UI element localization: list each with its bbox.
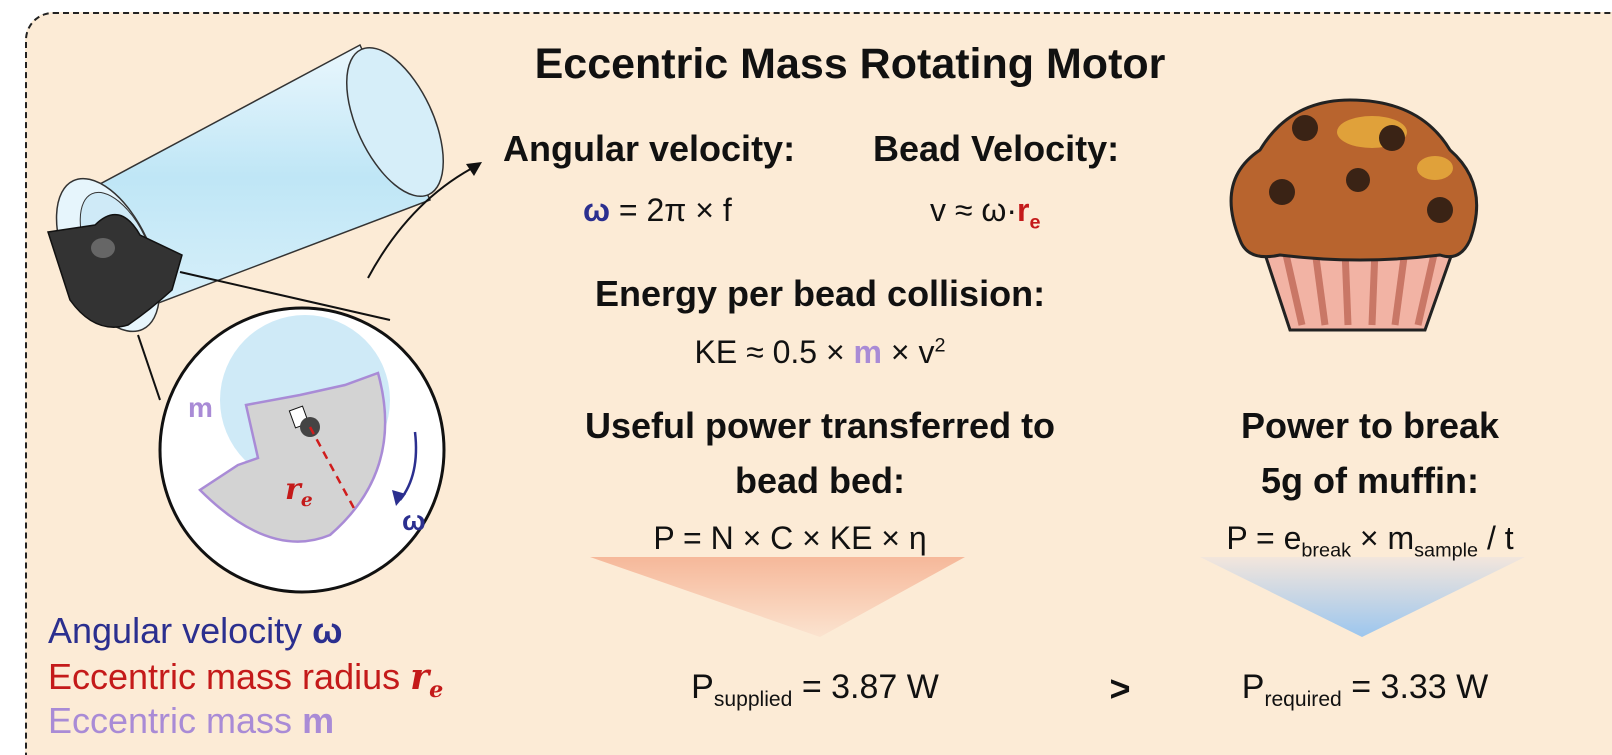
symbol: m xyxy=(302,700,335,741)
subscript: sample xyxy=(1414,539,1479,562)
text: = 2π × f xyxy=(610,192,732,228)
subscript: e xyxy=(1029,211,1041,234)
text: P xyxy=(691,668,714,706)
legend-item: Angular velocity ω xyxy=(48,610,343,652)
muffin-icon xyxy=(1229,98,1479,332)
text: P = e xyxy=(1226,520,1302,556)
heading: Energy per bead collision: xyxy=(594,273,1046,314)
supplied-funnel xyxy=(590,557,965,637)
text: = 3.87 W xyxy=(792,668,939,706)
symbol: ω xyxy=(312,610,343,651)
legend-item: Eccentric mass radius re xyxy=(48,656,443,703)
text: KE ≈ 0.5 × xyxy=(694,334,854,370)
mass-label: m xyxy=(188,392,213,423)
superscript: 2 xyxy=(934,334,946,357)
zoom-detail xyxy=(158,306,446,594)
subscript: required xyxy=(1264,687,1342,711)
subscript: supplied xyxy=(713,687,793,711)
heading: 5g of muffin: xyxy=(1261,460,1479,501)
symbol: r xyxy=(410,656,430,698)
title: Eccentric Mass Rotating Motor xyxy=(534,40,1166,88)
comparison: > xyxy=(1109,668,1131,709)
symbol: m xyxy=(853,334,882,370)
formula: v ≈ ω·re xyxy=(930,192,1040,234)
symbol: r xyxy=(285,472,301,507)
heading: Angular velocity: xyxy=(503,128,796,169)
motor-cylinder xyxy=(47,43,482,401)
radius-label: re xyxy=(285,472,313,511)
text: Eccentric mass xyxy=(48,700,303,741)
formula: KE ≈ 0.5 × m × v2 xyxy=(695,334,946,371)
formula: ω = 2π × f xyxy=(583,192,732,229)
required-funnel xyxy=(1200,557,1525,637)
text: P xyxy=(1241,668,1265,706)
text: × v xyxy=(881,334,935,370)
formula: P = N × C × KE × η xyxy=(653,520,927,556)
formula: P = ebreak × msample / t xyxy=(1226,520,1513,562)
text: Eccentric mass radius xyxy=(48,656,411,697)
text: Angular velocity xyxy=(48,610,313,651)
symbol: ω xyxy=(583,192,611,228)
result: Prequired = 3.33 W xyxy=(1242,668,1489,712)
heading: Power to break xyxy=(1240,405,1500,446)
text: × m xyxy=(1351,520,1415,556)
subscript: e xyxy=(429,677,444,704)
result: Psupplied = 3.87 W xyxy=(691,668,939,712)
text: / t xyxy=(1478,520,1514,556)
legend-item: Eccentric mass m xyxy=(48,700,334,742)
heading: bead bed: xyxy=(734,460,906,501)
heading: Useful power transferred to xyxy=(584,405,1056,446)
text: = 3.33 W xyxy=(1341,668,1489,706)
heading: Bead Velocity: xyxy=(873,128,1120,169)
omega-label: ω xyxy=(402,505,426,536)
subscript: e xyxy=(300,490,313,511)
text: v ≈ ω· xyxy=(930,192,1017,228)
subscript: break xyxy=(1301,539,1352,562)
symbol: r xyxy=(1016,192,1030,228)
